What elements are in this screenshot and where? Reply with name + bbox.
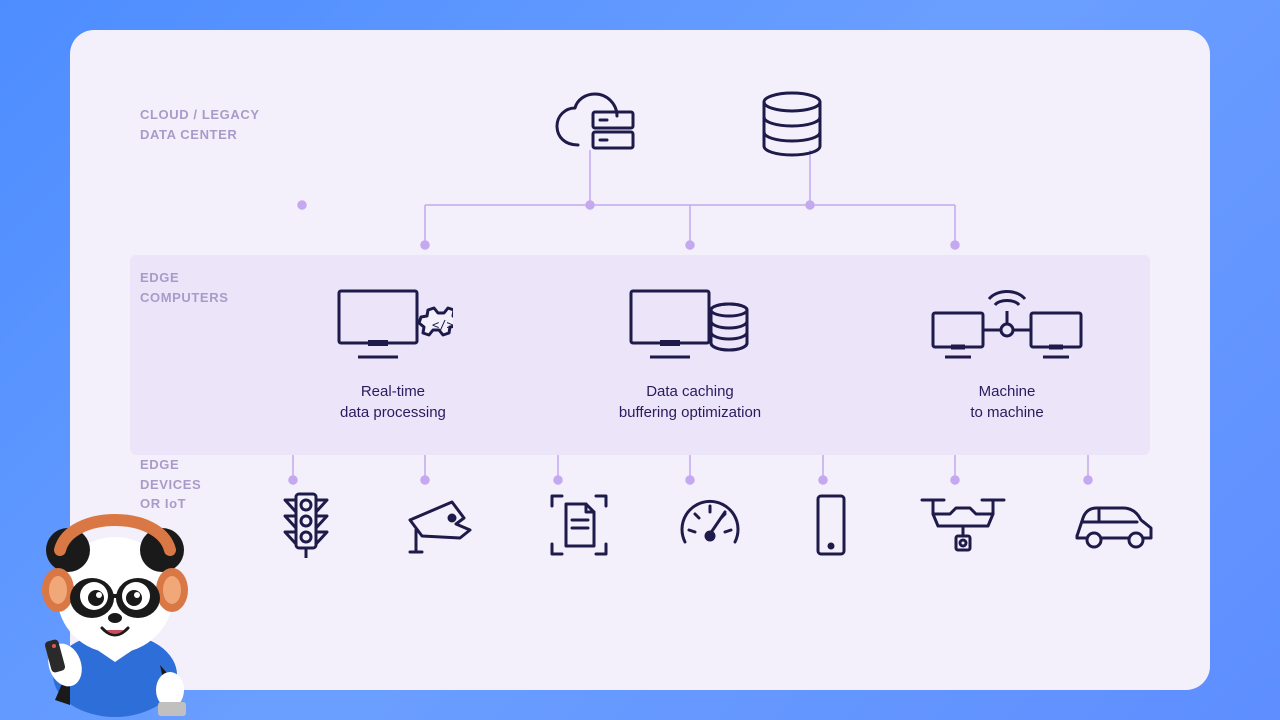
traffic-light-node: [271, 490, 341, 560]
cloud-server-node: [553, 90, 637, 160]
monitor-db-icon: [625, 285, 755, 365]
cctv-camera-icon: [402, 490, 482, 560]
tier-cloud: [70, 90, 1210, 160]
car-node: [1069, 490, 1159, 560]
database-icon: [757, 90, 827, 160]
drone-node: [918, 490, 1008, 560]
node-label: Real-time data processing: [333, 381, 453, 423]
cctv-node: [402, 490, 482, 560]
tier-label-text: EDGE: [140, 457, 179, 472]
svg-text:</>: </>: [432, 318, 453, 332]
node-label: Data caching buffering optimization: [619, 381, 761, 423]
gauge-node: [675, 490, 745, 560]
caching-node: Data caching buffering optimization: [619, 285, 761, 423]
car-icon: [1069, 490, 1159, 560]
cloud-server-icon: [553, 90, 637, 160]
tier-devices: [70, 490, 1210, 560]
diagram-card: CLOUD / LEGACY DATA CENTER: [70, 30, 1210, 690]
document-scan-icon: [544, 490, 614, 560]
phone-node: [806, 490, 856, 560]
tier-edge: </> Real-time data processing: [70, 255, 1210, 423]
scanner-node: [544, 490, 614, 560]
drone-icon: [918, 490, 1008, 560]
smartphone-icon: [806, 490, 856, 560]
gauge-icon: [675, 490, 745, 560]
database-node: [757, 90, 827, 160]
traffic-light-icon: [271, 490, 341, 560]
m2m-node: Machine to machine: [927, 285, 1087, 423]
monitor-gear-icon: </>: [333, 285, 453, 365]
node-label: Machine to machine: [927, 381, 1087, 423]
m2m-icon: [927, 285, 1087, 365]
realtime-node: </> Real-time data processing: [333, 285, 453, 423]
panda-mascot: [10, 490, 220, 720]
